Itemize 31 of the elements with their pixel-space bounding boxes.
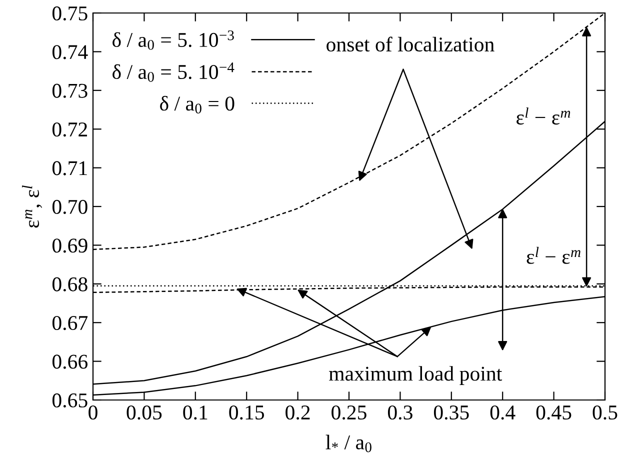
- x-axis-title: l$_{*}$ / a$_{0}$: [326, 434, 372, 452]
- legend-label: δ / a$_{0}$ = 5. 10$^{−3}$: [112, 30, 234, 50]
- x-tick-label: 0.15: [229, 405, 264, 420]
- annotation: ε$^{l}$ − ε$^{m}$: [516, 108, 570, 125]
- x-tick-label: 0.4: [490, 405, 516, 420]
- y-tick-label: 0.68: [52, 277, 88, 292]
- annotation: maximum load point: [329, 366, 502, 385]
- y-tick-label: 0.67: [52, 316, 88, 330]
- x-tick-label: 0: [88, 405, 98, 420]
- annotation: ε$^{l}$ − ε$^{m}$: [526, 246, 580, 264]
- y-tick-label: 0.74: [52, 45, 88, 60]
- y-tick-label: 0.72: [52, 122, 87, 137]
- y-tick-label: 0.73: [52, 84, 88, 98]
- y-tick-label: 0.65: [52, 393, 88, 408]
- x-tick-label: 0.2: [286, 405, 310, 420]
- legend-label: δ / a$_{0}$ = 0: [160, 96, 234, 114]
- legend-label: δ / a$_{0}$ = 5. 10$^{−4}$: [112, 62, 234, 82]
- y-axis-title: ε$^{m}$, ε$^{l}$: [22, 185, 42, 228]
- y-tick-label: 0.66: [52, 354, 88, 369]
- y-tick-label: 0.71: [52, 161, 87, 176]
- x-tick-label: 0.5: [592, 405, 618, 420]
- y-tick-label: 0.69: [52, 238, 88, 253]
- x-tick-label: 0.3: [388, 405, 412, 420]
- y-tick-label: 0.70: [52, 200, 88, 214]
- x-tick-label: 0.25: [332, 405, 366, 420]
- annotation: onset of localization: [326, 36, 494, 52]
- y-tick-label: 0.75: [52, 6, 88, 21]
- x-tick-label: 0.05: [126, 405, 162, 420]
- x-tick-label: 0.1: [183, 405, 208, 420]
- x-tick-label: 0.35: [434, 405, 469, 420]
- x-tick-label: 0.45: [536, 405, 572, 420]
